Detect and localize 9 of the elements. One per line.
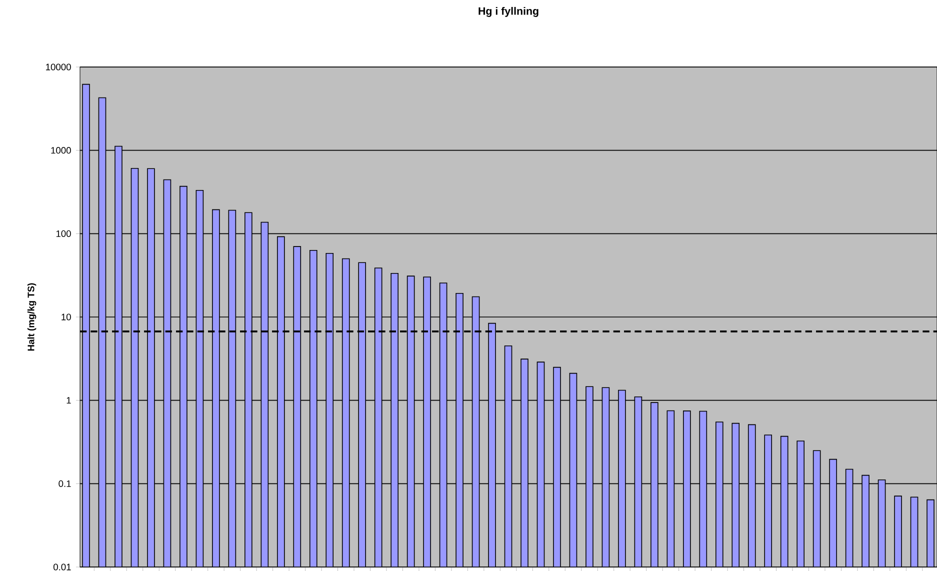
y-axis-title: Halt (mg/kg TS)	[27, 283, 36, 351]
y-tick-label: 10	[62, 314, 71, 320]
y-tick-label: 0.1	[58, 480, 71, 487]
y-tick-label: 1000	[51, 147, 71, 154]
chart-title: Hg i fyllning	[478, 6, 538, 17]
y-tick-label: 100	[56, 230, 71, 237]
y-tick-label: 1	[66, 397, 71, 404]
y-tick-label: 10000	[46, 64, 71, 70]
y-tick-label: 0.01	[53, 564, 71, 570]
